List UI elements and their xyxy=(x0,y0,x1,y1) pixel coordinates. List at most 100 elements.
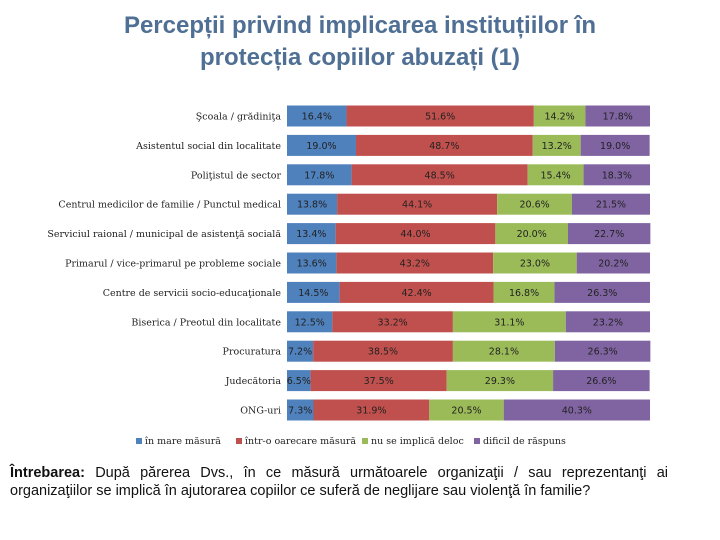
data-label: 29.3% xyxy=(485,376,515,387)
bar-segment xyxy=(532,134,581,156)
bar-segment xyxy=(497,193,572,215)
bar-segment xyxy=(503,399,650,421)
bar-segment xyxy=(452,311,566,333)
data-label: 17.8% xyxy=(304,170,334,181)
category-label: ONG-uri xyxy=(240,406,281,417)
category-label: Serviciul raional / municipal de asisten… xyxy=(47,229,281,240)
bar-segment xyxy=(576,252,650,274)
bar-segment xyxy=(429,399,504,421)
question-label: Întrebarea: xyxy=(10,465,85,481)
data-label: 28.1% xyxy=(489,347,519,358)
data-label: 16.8% xyxy=(509,288,539,299)
data-label: 17.8% xyxy=(603,112,633,123)
bar-segment xyxy=(287,164,352,186)
bar-segment xyxy=(554,281,650,303)
legend-label: dificil de răspuns xyxy=(483,436,566,447)
survey-question: Întrebarea: După părerea Dvs., în ce măs… xyxy=(10,464,668,500)
data-label: 23.2% xyxy=(593,317,623,328)
bar-segment xyxy=(567,223,651,245)
bar-segment xyxy=(287,370,311,392)
data-label: 20.6% xyxy=(519,200,549,211)
bar-segment xyxy=(583,164,650,186)
data-label: 13.6% xyxy=(297,259,327,270)
data-label: 12.5% xyxy=(295,317,325,328)
data-label: 40.3% xyxy=(562,406,592,417)
bar-segment xyxy=(553,370,650,392)
data-label: 15.4% xyxy=(541,170,571,181)
data-label: 13.4% xyxy=(296,229,326,240)
data-label: 44.1% xyxy=(402,200,432,211)
bar-segment xyxy=(452,340,555,362)
category-label: Asistentul social din localitate xyxy=(135,141,281,152)
data-label: 43.2% xyxy=(400,259,430,270)
chart-title: Percepții privind implicarea instituțiil… xyxy=(0,10,720,74)
bar-segment xyxy=(335,223,496,245)
bar-segment xyxy=(493,281,555,303)
category-label: Şcoala / grădiniţa xyxy=(196,112,282,123)
data-label: 26.3% xyxy=(587,288,617,299)
bar-segment xyxy=(287,223,336,245)
data-label: 14.2% xyxy=(545,112,575,123)
bar-segment xyxy=(554,340,651,362)
chart-title-line-2: protecția copiilor abuzați (1) xyxy=(199,44,521,71)
data-label: 37.5% xyxy=(364,376,394,387)
bar-segment xyxy=(287,281,340,303)
legend-swatch xyxy=(474,438,480,444)
stacked-bar-chart: Şcoala / grădiniţa 16.4% 51.6% 14.2% 17.8% As… xyxy=(47,105,651,447)
bar-segment xyxy=(355,134,533,156)
bar-segment xyxy=(287,105,347,127)
bar-segment xyxy=(571,193,650,215)
data-label: 42.4% xyxy=(401,288,431,299)
data-label: 19.0% xyxy=(306,141,336,152)
legend-swatch xyxy=(136,438,142,444)
category-label: Poliţistul de sector xyxy=(191,170,282,181)
bar-segment xyxy=(287,193,338,215)
data-label: 23.0% xyxy=(520,259,550,270)
bar-segment xyxy=(313,399,430,421)
chart-title-line-1: Percepții privind implicarea instituțiil… xyxy=(123,12,597,39)
legend-swatch xyxy=(236,438,242,444)
bar-segment xyxy=(339,281,494,303)
bar-segment xyxy=(495,223,568,245)
bar-segment xyxy=(493,252,577,274)
data-label: 31.1% xyxy=(494,317,524,328)
legend-label: într-o oarecare măsură xyxy=(245,436,356,447)
bar-segment xyxy=(585,105,650,127)
category-label: Centrul medicilor de familie / Punctul m… xyxy=(58,200,281,211)
data-label: 20.2% xyxy=(598,259,628,270)
bar-segment xyxy=(332,311,453,333)
data-label: 16.4% xyxy=(302,112,332,123)
bar-segment xyxy=(565,311,650,333)
data-label: 26.6% xyxy=(586,376,616,387)
bar-segment xyxy=(580,134,650,156)
category-label: Centre de servicii socio-educaţionale xyxy=(103,288,282,299)
data-label: 26.3% xyxy=(588,347,618,358)
bar-segment xyxy=(337,193,498,215)
bar-segment xyxy=(446,370,554,392)
data-label: 31.9% xyxy=(356,406,386,417)
category-label: Primarul / vice-primarul pe probleme soc… xyxy=(65,259,281,270)
data-label: 33.2% xyxy=(378,317,408,328)
bar-segment xyxy=(336,252,494,274)
data-label: 7.2% xyxy=(288,347,312,358)
data-label: 13.8% xyxy=(297,200,327,211)
data-label: 7.3% xyxy=(288,406,312,417)
bar-segment xyxy=(533,105,586,127)
legend-swatch xyxy=(362,438,368,444)
bar-segment xyxy=(310,370,447,392)
data-label: 14.5% xyxy=(298,288,328,299)
bar-segment xyxy=(527,164,584,186)
data-label: 13.2% xyxy=(542,141,572,152)
bar-segment xyxy=(287,340,314,362)
data-label: 6.5% xyxy=(287,376,311,387)
data-label: 22.7% xyxy=(594,229,624,240)
data-label: 21.5% xyxy=(596,200,626,211)
bar-segment xyxy=(313,340,453,362)
data-label: 38.5% xyxy=(368,347,398,358)
bar-segment xyxy=(287,134,356,156)
category-label: Judecătoria xyxy=(225,376,282,387)
bar-segment xyxy=(287,252,337,274)
data-label: 44.0% xyxy=(400,229,430,240)
question-text: După părerea Dvs., în ce măsură următoar… xyxy=(10,465,668,499)
category-label: Procuratura xyxy=(223,347,282,358)
